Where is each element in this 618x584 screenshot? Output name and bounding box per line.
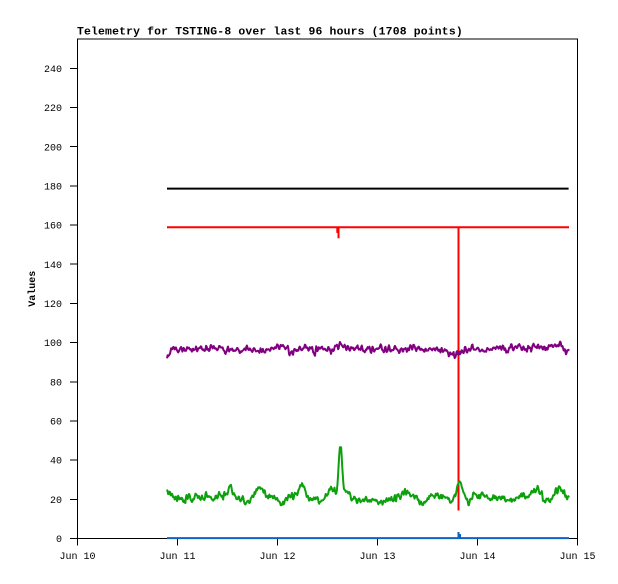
- svg-text:Values: Values: [27, 271, 39, 307]
- svg-text:160: 160: [44, 222, 62, 233]
- svg-text:240: 240: [44, 65, 62, 76]
- svg-text:120: 120: [44, 300, 62, 311]
- svg-text:220: 220: [44, 104, 62, 115]
- svg-text:Jun 10: Jun 10: [59, 552, 95, 563]
- svg-text:40: 40: [50, 457, 62, 468]
- svg-text:Jun 12: Jun 12: [259, 552, 295, 563]
- svg-text:140: 140: [44, 261, 62, 272]
- svg-text:60: 60: [50, 418, 62, 429]
- svg-text:180: 180: [44, 182, 62, 193]
- svg-text:Jun 11: Jun 11: [159, 552, 195, 563]
- svg-text:20: 20: [50, 496, 62, 507]
- svg-text:Telemetry for TSTING-8 over la: Telemetry for TSTING-8 over last 96 hour…: [77, 26, 463, 38]
- svg-text:80: 80: [50, 378, 62, 389]
- svg-text:Jun 15: Jun 15: [559, 552, 595, 563]
- svg-text:Jun 14: Jun 14: [459, 552, 495, 563]
- svg-text:Jun 13: Jun 13: [359, 552, 395, 563]
- svg-text:100: 100: [44, 339, 62, 350]
- svg-text:0: 0: [56, 535, 62, 546]
- svg-text:200: 200: [44, 143, 62, 154]
